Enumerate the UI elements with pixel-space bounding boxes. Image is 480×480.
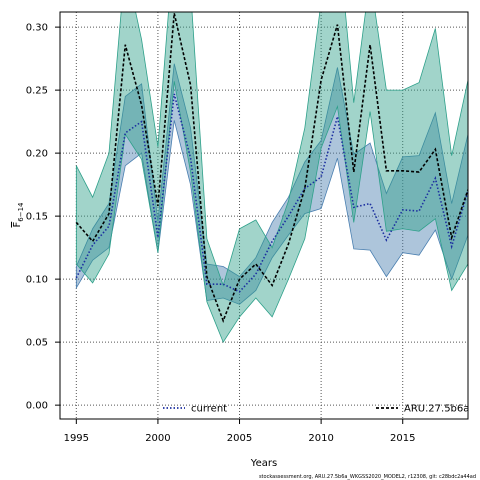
x-tick-label: 2000 bbox=[145, 433, 170, 444]
legend-label: ARU.27.5b6a bbox=[404, 404, 469, 415]
x-tick-label: 1995 bbox=[64, 433, 89, 444]
series-line-1 bbox=[75, 13, 468, 323]
y-tick-label: 0.30 bbox=[26, 23, 48, 34]
y-axis-title-subscript: 6−14 bbox=[17, 202, 25, 222]
series-line-0 bbox=[75, 93, 468, 293]
x-axis-title: Years bbox=[250, 458, 277, 469]
series-lines bbox=[75, 13, 468, 323]
confidence-bands bbox=[75, 12, 468, 343]
plot-frame bbox=[59, 11, 469, 420]
y-tick-label: 0.00 bbox=[26, 401, 48, 412]
y-tick-label: 0.10 bbox=[26, 275, 48, 286]
svg-text:F6−14: F6−14 bbox=[12, 202, 25, 228]
y-axis-title-main: F bbox=[12, 222, 23, 228]
x-tick-label: 2015 bbox=[390, 433, 415, 444]
confidence-band-series-1 bbox=[75, 12, 468, 343]
y-axis-title: F6−14 bbox=[12, 202, 25, 228]
x-tick-label: 2010 bbox=[308, 433, 333, 444]
y-tick-label: 0.25 bbox=[26, 86, 48, 97]
footer-text: stockassessment.org, ARU.27.5b6a_WKGSS20… bbox=[259, 474, 476, 480]
confidence-band-series-0 bbox=[75, 63, 468, 305]
legend-label: current bbox=[191, 404, 227, 415]
y-tick-label: 0.15 bbox=[26, 212, 48, 223]
x-axis: 1995 2000 2005 2010 2015 bbox=[64, 419, 415, 444]
x-tick-label: 2005 bbox=[227, 433, 252, 444]
legend: current ARU.27.5b6a bbox=[163, 404, 469, 415]
y-tick-label: 0.05 bbox=[26, 338, 48, 349]
y-tick-label: 0.20 bbox=[26, 149, 48, 160]
y-axis: 0.00 0.05 0.10 0.15 0.20 0.25 0.30 bbox=[26, 23, 60, 412]
